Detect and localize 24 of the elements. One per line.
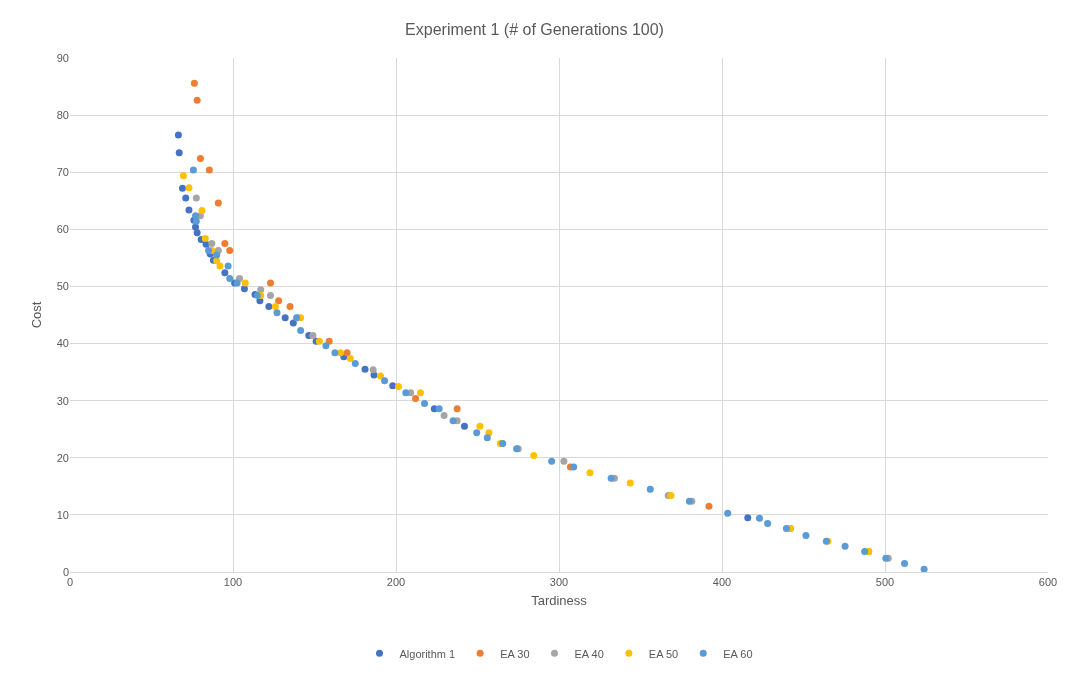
x-tick-label: 500 — [875, 576, 895, 589]
y-axis-title: Cost — [28, 301, 44, 329]
legend-label: EA 50 — [648, 647, 679, 660]
y-tick-label: 90 — [56, 51, 69, 64]
y-tick-label: 40 — [56, 337, 69, 350]
x-tick-label: 400 — [712, 576, 732, 589]
legend-label: Algorithm 1 — [399, 647, 456, 660]
legend-label: EA 60 — [723, 647, 753, 660]
y-tick-label: 0 — [62, 565, 69, 578]
x-axis-title: Tardiness — [531, 592, 588, 608]
y-tick-label: 60 — [56, 223, 69, 236]
legend-label: EA 40 — [574, 647, 604, 660]
legend-label: EA 30 — [500, 647, 530, 660]
y-tick-label: 70 — [56, 166, 69, 179]
y-tick-label: 80 — [56, 108, 69, 121]
y-tick-label: 10 — [56, 508, 69, 521]
x-tick-label: 300 — [549, 576, 569, 589]
x-tick-label: 200 — [386, 576, 406, 589]
x-tick-label: 600 — [1038, 576, 1058, 589]
y-tick-label: 50 — [56, 280, 69, 293]
x-tick-label: 100 — [223, 576, 243, 589]
chart-title: Experiment 1 (# of Generations 100) — [405, 21, 664, 38]
y-tick-label: 30 — [56, 394, 69, 407]
y-tick-label: 20 — [56, 451, 69, 464]
